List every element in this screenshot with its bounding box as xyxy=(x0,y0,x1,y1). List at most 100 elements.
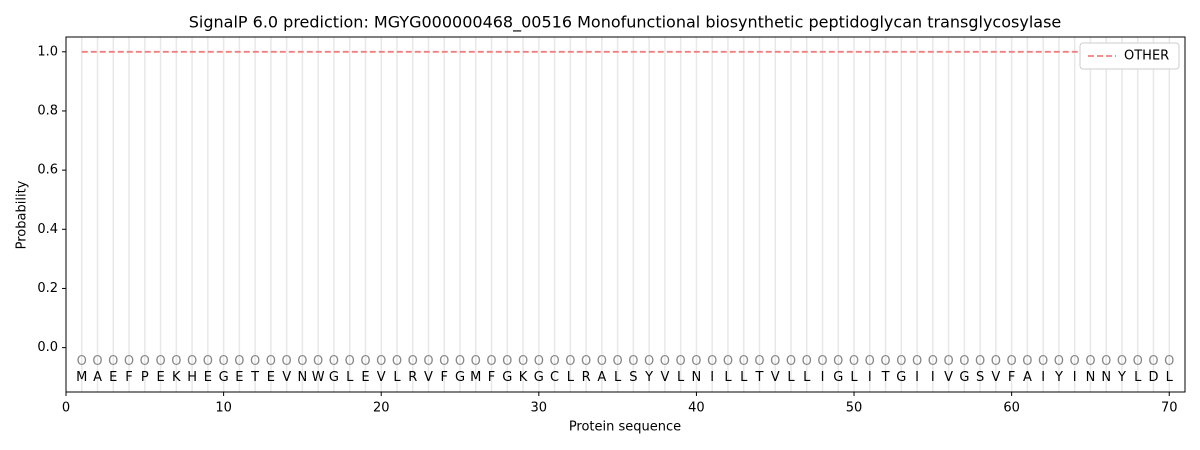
predicted-label: O xyxy=(1007,354,1017,369)
y-tick-label: 1.0 xyxy=(37,44,58,59)
residue: I xyxy=(868,370,872,385)
predicted-label: O xyxy=(928,354,938,369)
residue: S xyxy=(976,370,984,385)
predicted-label: O xyxy=(1085,354,1095,369)
predicted-label: O xyxy=(565,354,575,369)
residue: T xyxy=(754,370,763,385)
residue: G xyxy=(959,370,969,385)
residue: K xyxy=(519,370,528,385)
predicted-label: O xyxy=(896,354,906,369)
residue: R xyxy=(408,370,417,385)
predicted-label: O xyxy=(155,354,165,369)
predicted-label: O xyxy=(880,354,890,369)
predicted-label: O xyxy=(282,354,292,369)
predicted-label: O xyxy=(92,354,102,369)
residue: L xyxy=(346,370,354,385)
residue: L xyxy=(1134,370,1142,385)
residue: L xyxy=(787,370,795,385)
predicted-label: O xyxy=(313,354,323,369)
x-tick-label: 50 xyxy=(846,401,863,416)
predicted-label: O xyxy=(471,354,481,369)
residue: L xyxy=(614,370,622,385)
predicted-label: O xyxy=(943,354,953,369)
predicted-label: O xyxy=(1038,354,1048,369)
predicted-label: O xyxy=(1022,354,1032,369)
predicted-label: O xyxy=(250,354,260,369)
residue: A xyxy=(93,370,102,385)
y-tick-label: 0.4 xyxy=(37,222,58,237)
predicted-label: O xyxy=(376,354,386,369)
predicted-label: O xyxy=(912,354,922,369)
residue: L xyxy=(567,370,575,385)
predicted-label: O xyxy=(203,354,213,369)
predicted-label: O xyxy=(691,354,701,369)
residue: G xyxy=(833,370,843,385)
x-tick-label: 20 xyxy=(373,401,390,416)
x-tick-label: 0 xyxy=(62,401,70,416)
predicted-label: O xyxy=(234,354,244,369)
residue: I xyxy=(1073,370,1077,385)
predicted-label: O xyxy=(770,354,780,369)
residue: M xyxy=(76,370,87,385)
y-axis-label: Probability xyxy=(15,180,30,249)
predicted-label: O xyxy=(723,354,733,369)
residue: G xyxy=(896,370,906,385)
residue: R xyxy=(582,370,591,385)
predicted-label: O xyxy=(218,354,228,369)
residue: F xyxy=(125,370,132,385)
residue: Y xyxy=(1054,370,1063,385)
y-tick-label: 0.0 xyxy=(37,340,58,355)
predicted-label: O xyxy=(754,354,764,369)
residue: G xyxy=(534,370,544,385)
residue: L xyxy=(724,370,732,385)
residue: E xyxy=(156,370,164,385)
predicted-label: O xyxy=(266,354,276,369)
x-tick-label: 10 xyxy=(215,401,232,416)
predicted-label: O xyxy=(124,354,134,369)
predicted-label: O xyxy=(171,354,181,369)
predicted-label: O xyxy=(1148,354,1158,369)
predicted-label: O xyxy=(786,354,796,369)
predicted-label: O xyxy=(345,354,355,369)
residue: F xyxy=(441,370,448,385)
residue: F xyxy=(488,370,495,385)
predicted-label: O xyxy=(1133,354,1143,369)
predicted-label: O xyxy=(455,354,465,369)
predicted-label: O xyxy=(581,354,591,369)
residue: G xyxy=(219,370,229,385)
residue: I xyxy=(710,370,714,385)
y-tick-label: 0.8 xyxy=(37,103,58,118)
predicted-label: O xyxy=(739,354,749,369)
predicted-label: O xyxy=(392,354,402,369)
residue: N xyxy=(1086,370,1096,385)
residue: E xyxy=(109,370,117,385)
predicted-label: O xyxy=(849,354,859,369)
predicted-label: O xyxy=(676,354,686,369)
predicted-label: O xyxy=(1070,354,1080,369)
x-tick-label: 40 xyxy=(688,401,705,416)
x-tick-label: 70 xyxy=(1161,401,1178,416)
x-tick-label: 30 xyxy=(531,401,548,416)
predicted-label: O xyxy=(1054,354,1064,369)
predicted-label: O xyxy=(613,354,623,369)
residue: N xyxy=(298,370,308,385)
predicted-label: O xyxy=(297,354,307,369)
predicted-label: O xyxy=(1101,354,1111,369)
predicted-label: O xyxy=(1164,354,1174,369)
residue: V xyxy=(282,370,291,385)
predicted-label: O xyxy=(628,354,638,369)
predicted-label: O xyxy=(486,354,496,369)
legend-label: OTHER xyxy=(1124,49,1169,64)
predicted-label: O xyxy=(439,354,449,369)
residue: Y xyxy=(644,370,653,385)
x-axis-label: Protein sequence xyxy=(569,420,681,435)
residue: M xyxy=(470,370,481,385)
residue: V xyxy=(660,370,669,385)
residue: G xyxy=(502,370,512,385)
predicted-label: O xyxy=(187,354,197,369)
legend-box xyxy=(1079,42,1180,70)
predicted-label: O xyxy=(865,354,875,369)
residue: I xyxy=(915,370,919,385)
predicted-label: O xyxy=(707,354,717,369)
